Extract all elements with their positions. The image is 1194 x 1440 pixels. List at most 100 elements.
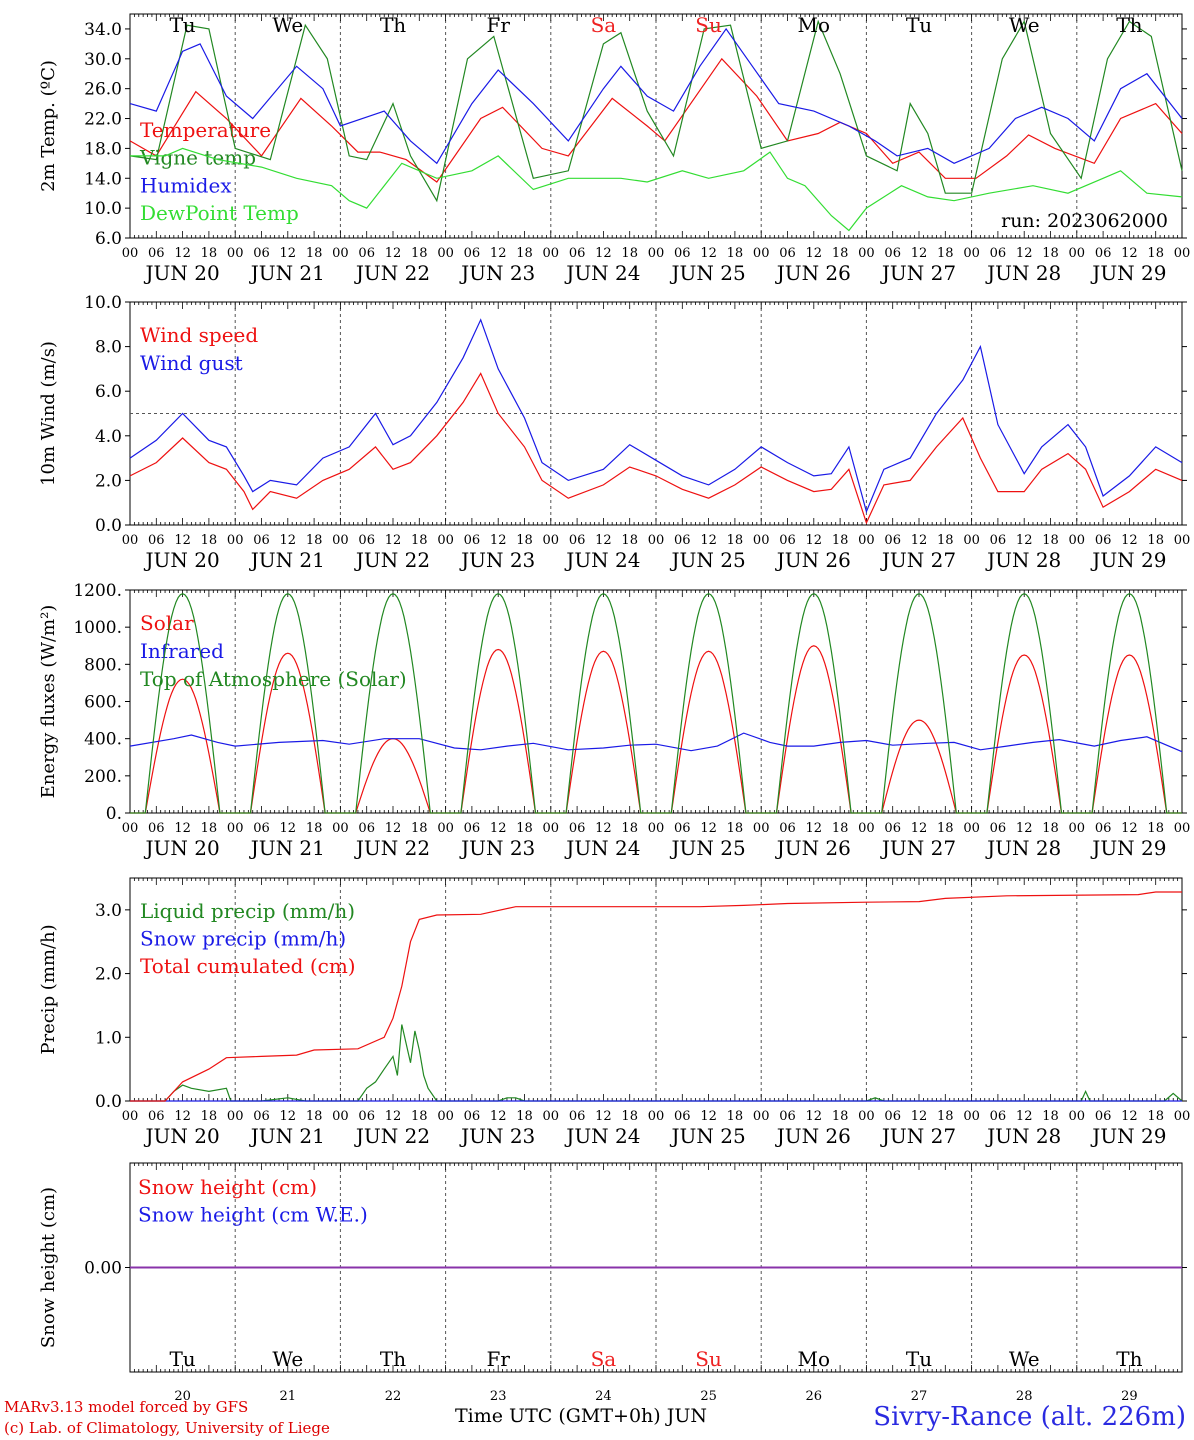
y-axis-label: 2m Temp. (ºC) [38, 60, 59, 192]
day-of-week-label: Sa [591, 13, 617, 37]
hour-tick-label: 00 [1069, 246, 1086, 261]
hour-tick-label: 18 [411, 821, 428, 836]
date-label: JUN 20 [144, 261, 220, 285]
hour-tick-label: 06 [990, 821, 1007, 836]
hour-tick-label: 06 [779, 533, 796, 548]
date-label: JUN 24 [564, 1124, 640, 1148]
hour-tick-label: 06 [569, 1109, 586, 1124]
series-line-infrared [129, 732, 1183, 753]
hour-tick-label: 00 [963, 533, 980, 548]
hour-tick-label: 06 [674, 821, 691, 836]
y-tick-label: 0.0 [95, 1092, 122, 1112]
day-of-week-label: Th [380, 1347, 406, 1371]
hour-tick-label: 18 [201, 821, 218, 836]
y-tick-label: 10.0 [84, 199, 122, 219]
hour-tick-label: 00 [963, 1109, 980, 1124]
day-of-week-label: Sa [591, 1347, 617, 1371]
hour-tick-label: 12 [280, 533, 297, 548]
y-tick-label: 30.0 [84, 50, 122, 70]
day-of-week-label: Th [380, 13, 406, 37]
hour-tick-label: 06 [569, 821, 586, 836]
date-label: JUN 23 [459, 836, 535, 860]
date-label: JUN 27 [880, 1124, 956, 1148]
date-label: JUN 22 [354, 1124, 430, 1148]
y-tick-label: 14.0 [84, 169, 122, 189]
hour-tick-label: 18 [727, 246, 744, 261]
legend-entry: Top of Atmosphere (Solar) [140, 667, 407, 691]
hour-tick-label: 00 [332, 821, 349, 836]
y-tick-label: 8.0 [95, 338, 122, 358]
hour-tick-label: 06 [358, 246, 375, 261]
date-label: JUN 26 [775, 836, 851, 860]
hour-tick-label: 06 [990, 533, 1007, 548]
hour-tick-label: 06 [884, 821, 901, 836]
series-line-top-of-atmosphere-solar [130, 593, 1182, 814]
hour-tick-label: 12 [385, 821, 402, 836]
y-tick-label: 600. [84, 693, 122, 713]
day-of-week-label: Su [695, 13, 722, 37]
hour-tick-label: 00 [1174, 821, 1191, 836]
y-tick-label: 3.0 [95, 901, 122, 921]
legend-entry: Snow height (cm) [138, 1175, 317, 1199]
y-tick-label: 1000. [73, 618, 122, 638]
hour-tick-label: 06 [253, 821, 270, 836]
hour-tick-label: 06 [148, 533, 165, 548]
date-label: JUN 28 [985, 1124, 1061, 1148]
date-label: JUN 22 [354, 548, 430, 572]
hour-tick-label: 12 [911, 821, 928, 836]
hour-tick-label: 12 [595, 1109, 612, 1124]
hour-tick-label: 12 [806, 821, 823, 836]
y-axis-label: Energy fluxes (W/m²) [38, 605, 59, 799]
hour-tick-label: 00 [753, 1109, 770, 1124]
hour-tick-label: 06 [674, 246, 691, 261]
hour-tick-label: 12 [174, 533, 191, 548]
hour-tick-label: 12 [1016, 821, 1033, 836]
day-of-week-label: We [1009, 1347, 1040, 1371]
day-number-label: 28 [1016, 1389, 1033, 1404]
hour-tick-label: 18 [411, 246, 428, 261]
hour-tick-label: 18 [1147, 1109, 1164, 1124]
legend-entry: Snow height (cm W.E.) [138, 1203, 368, 1227]
hour-tick-label: 18 [516, 246, 533, 261]
hour-tick-label: 06 [358, 821, 375, 836]
y-axis-label: Snow height (cm) [38, 1187, 59, 1348]
y-tick-label: 22.0 [84, 110, 122, 130]
day-of-week-label: We [272, 13, 303, 37]
day-number-label: 21 [280, 1389, 297, 1404]
hour-tick-label: 18 [727, 1109, 744, 1124]
hour-tick-label: 12 [1121, 246, 1138, 261]
hour-tick-label: 12 [490, 246, 507, 261]
date-label: JUN 27 [880, 261, 956, 285]
hour-tick-label: 00 [437, 246, 454, 261]
date-label: JUN 20 [144, 548, 220, 572]
legend-entry: Snow precip (mm/h) [140, 927, 346, 951]
hour-tick-label: 06 [990, 246, 1007, 261]
y-axis-label: Precip (mm/h) [38, 924, 59, 1054]
y-tick-label: 6.0 [95, 229, 122, 249]
day-of-week-label: Tu [169, 13, 195, 37]
hour-tick-label: 12 [280, 246, 297, 261]
hour-tick-label: 00 [858, 246, 875, 261]
day-of-week-label: Su [695, 1347, 722, 1371]
hour-tick-label: 18 [306, 821, 323, 836]
hour-tick-label: 12 [490, 821, 507, 836]
hour-tick-label: 00 [332, 246, 349, 261]
date-label: JUN 28 [985, 548, 1061, 572]
hour-tick-label: 06 [779, 246, 796, 261]
hour-tick-label: 18 [201, 246, 218, 261]
hour-tick-label: 18 [832, 821, 849, 836]
hour-tick-label: 00 [648, 1109, 665, 1124]
date-label: JUN 21 [249, 261, 325, 285]
hour-tick-label: 18 [727, 821, 744, 836]
date-label: JUN 25 [670, 836, 746, 860]
hour-tick-label: 06 [148, 246, 165, 261]
series-line-dewpoint-temp [130, 147, 1183, 232]
y-tick-label: 800. [84, 655, 122, 675]
date-label: JUN 20 [144, 836, 220, 860]
series-line-vigne-temp [129, 19, 1183, 203]
hour-tick-label: 00 [543, 1109, 560, 1124]
date-label: JUN 23 [459, 548, 535, 572]
hour-tick-label: 18 [306, 533, 323, 548]
hour-tick-label: 00 [122, 1109, 139, 1124]
hour-tick-label: 12 [1121, 533, 1138, 548]
